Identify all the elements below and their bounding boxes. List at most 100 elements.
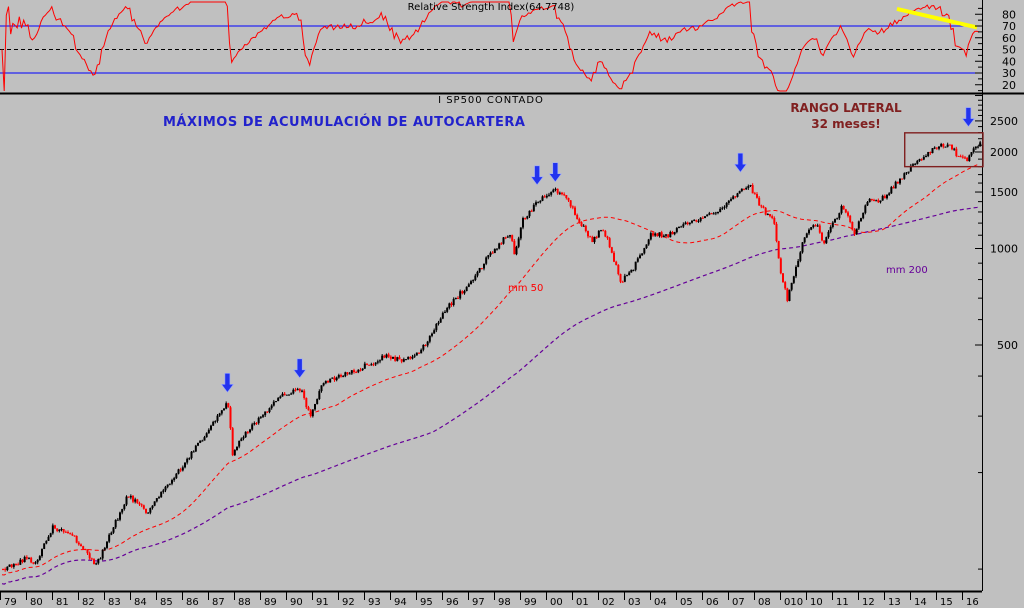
candle-body — [290, 393, 293, 395]
candle-body — [153, 501, 156, 506]
candle-body — [665, 234, 667, 236]
candle-body — [530, 210, 533, 212]
candle-body — [697, 220, 700, 222]
candle-body — [311, 409, 314, 417]
candle-body — [721, 207, 724, 209]
candle-body — [762, 206, 765, 208]
candle-body — [504, 237, 507, 239]
candle-body — [281, 393, 284, 397]
candle-body — [316, 399, 319, 405]
candle-body — [790, 282, 793, 290]
candle-body — [914, 163, 917, 165]
candle-body — [463, 291, 466, 294]
candle-body — [459, 291, 462, 299]
year-label: 08 — [758, 597, 771, 608]
candle-body — [8, 564, 11, 567]
candle-body — [864, 205, 867, 213]
candle-body — [905, 172, 908, 174]
candle-body — [51, 525, 54, 534]
mm50-line — [1, 163, 980, 576]
candle-body — [119, 512, 121, 520]
candle-body — [825, 237, 828, 244]
candle-body — [17, 564, 20, 566]
candle-body — [580, 222, 583, 226]
candle-body — [615, 261, 618, 265]
candle-body — [866, 202, 869, 206]
candle-body — [812, 225, 815, 228]
candle-body — [450, 303, 453, 306]
candle-body — [706, 214, 709, 217]
candle-body — [695, 220, 698, 222]
candle-body — [619, 274, 622, 282]
candle-body — [827, 231, 830, 238]
candle-body — [121, 509, 124, 513]
candle-body — [589, 236, 592, 238]
candle-body — [411, 356, 414, 359]
candle-body — [920, 159, 923, 161]
candle-body — [704, 216, 706, 218]
candle-body — [680, 226, 683, 228]
rsi-axis-label: 50 — [1002, 44, 1016, 57]
candle-body — [448, 303, 451, 308]
candle-body — [385, 354, 388, 358]
candle-body — [236, 446, 238, 450]
year-label: 95 — [420, 597, 433, 608]
candle-body — [617, 264, 620, 275]
year-label: 04 — [654, 597, 667, 608]
candle-body — [82, 546, 85, 549]
candle-body — [346, 372, 349, 374]
candle-body — [535, 202, 537, 205]
candle-body — [307, 407, 310, 411]
candle-body — [331, 377, 334, 379]
price-axis-label: 1500 — [990, 186, 1018, 199]
candle-body — [693, 220, 696, 222]
candle-body — [918, 159, 921, 161]
candle-body — [4, 569, 7, 571]
price-axis-label: 500 — [997, 339, 1018, 352]
candle-body — [383, 355, 386, 358]
candle-body — [225, 403, 228, 409]
candle-body — [849, 215, 852, 222]
candle-body — [251, 424, 254, 430]
candle-body — [376, 361, 379, 363]
candle-body — [21, 559, 24, 563]
candle-body — [129, 495, 132, 498]
candle-body — [584, 225, 587, 232]
candle-body — [710, 213, 713, 215]
candle-body — [359, 369, 362, 371]
candle-body — [80, 544, 82, 547]
candle-body — [682, 224, 685, 227]
candle-body — [899, 178, 901, 184]
candle-body — [155, 498, 158, 502]
candle-body — [879, 200, 882, 203]
candle-body — [868, 198, 871, 203]
candle-body — [818, 225, 821, 233]
candle-body — [301, 390, 303, 392]
candle-body — [106, 541, 108, 548]
price-plot — [1, 140, 982, 585]
candle-body — [877, 200, 880, 203]
candle-body — [959, 156, 962, 158]
candle-body — [350, 370, 353, 374]
candle-body — [942, 144, 945, 147]
candle-body — [509, 235, 511, 237]
candle-body — [483, 263, 485, 269]
candle-body — [810, 227, 813, 230]
candle-body — [103, 547, 106, 550]
candle-body — [803, 237, 806, 243]
candle-body — [597, 230, 600, 238]
candle-body — [714, 212, 717, 214]
candle-body — [554, 188, 557, 190]
candle-body — [669, 231, 672, 238]
candle-body — [413, 355, 416, 357]
candle-body — [738, 191, 741, 194]
candle-body — [513, 240, 516, 255]
mm200-line — [1, 206, 980, 585]
year-label: 05 — [680, 597, 693, 608]
candle-body — [424, 345, 427, 347]
candle-body — [847, 212, 849, 216]
candle-body — [953, 148, 956, 150]
candle-body — [870, 198, 873, 200]
candle-body — [730, 199, 732, 201]
candle-body — [613, 252, 615, 262]
